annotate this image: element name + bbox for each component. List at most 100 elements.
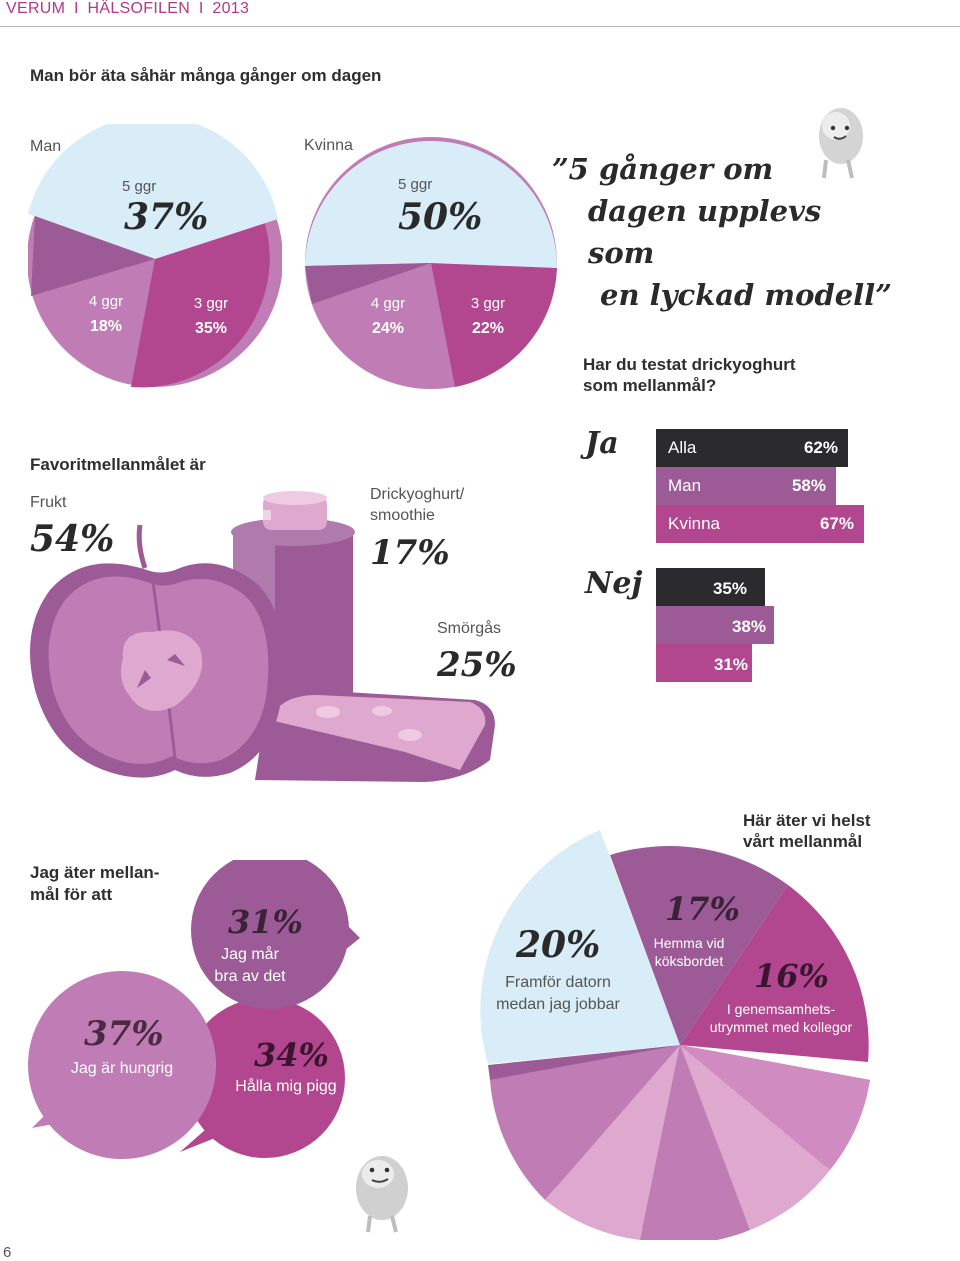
quote-line-2: dagen upplevs som bbox=[588, 194, 822, 270]
kvinna-5ggr-value: 50% bbox=[398, 196, 483, 238]
header-rule bbox=[0, 26, 960, 27]
kvinna-pie-chart bbox=[305, 137, 558, 389]
header-separator: I bbox=[74, 0, 79, 17]
quote-line-3: en lyckad modell” bbox=[600, 278, 892, 312]
kvinna-3ggr-value: 22% bbox=[471, 320, 505, 337]
bra-value: 31% bbox=[228, 903, 303, 941]
section5-title-line-1: Här äter vi helst bbox=[743, 811, 871, 830]
bubble-pigg bbox=[185, 998, 345, 1158]
apple-illustration bbox=[30, 524, 284, 778]
publisher: VERUM bbox=[6, 0, 66, 17]
kvinna-slice-3ggr bbox=[431, 263, 557, 387]
bra-label: Jag mår bra av det bbox=[200, 944, 300, 988]
page-header: VERUM I HÄLSOFILEN I 2013 bbox=[6, 0, 249, 18]
nej-bar-man-value: 38% bbox=[731, 617, 766, 636]
yoghurt-question-line-1: Har du testat drickyoghurt bbox=[583, 355, 796, 374]
datorn-value: 20% bbox=[516, 924, 601, 966]
kvinna-label: Kvinna bbox=[304, 137, 353, 154]
mascot-figure-top bbox=[819, 108, 863, 179]
publication-name: HÄLSOFILEN bbox=[87, 0, 191, 17]
location-pie-chart bbox=[480, 830, 870, 1240]
snack-illustration bbox=[30, 491, 495, 782]
drickyoghurt-value: 17% bbox=[370, 533, 450, 573]
pie-slice-other-2 bbox=[545, 1045, 680, 1240]
kvinna-3ggr-name: 3 ggr bbox=[470, 295, 506, 312]
datorn-label-line-1: Framför datorn bbox=[505, 974, 611, 991]
yoghurt-question: Har du testat drickyoghurt som mellanmål… bbox=[583, 354, 796, 396]
man-label: Man bbox=[30, 138, 62, 155]
pie-slice-genemsamhet bbox=[680, 885, 869, 1062]
header-separator: I bbox=[198, 0, 204, 17]
man-3ggr-value: 35% bbox=[194, 320, 228, 337]
nej-bar-alla: 35% bbox=[656, 568, 765, 606]
smorgas-label: Smörgås bbox=[437, 620, 502, 637]
bubble-bra bbox=[191, 860, 349, 1009]
man-5ggr-value: 37% bbox=[124, 196, 209, 238]
ja-label: Ja bbox=[585, 426, 619, 461]
pigg-label: Hålla mig pigg bbox=[235, 1078, 337, 1095]
pie-slice-other-3 bbox=[640, 1045, 750, 1240]
kvinna-5ggr-name: 5 ggr bbox=[398, 176, 433, 193]
nej-label: Nej bbox=[585, 566, 643, 601]
nej-bar-kvinna: 31% bbox=[656, 644, 752, 682]
quote-line-1: ”5 gånger om bbox=[552, 152, 774, 186]
man-5ggr-name: 5 ggr bbox=[122, 178, 157, 195]
nej-bar-kvinna-value: 31% bbox=[713, 655, 748, 674]
bra-label-line-2: bra av det bbox=[214, 968, 286, 985]
kvinna-4ggr-name: 4 ggr bbox=[370, 295, 406, 312]
man-pie-chart bbox=[28, 124, 282, 388]
genemsamhet-value: 16% bbox=[754, 957, 829, 995]
section5-title: Här äter vi helst vårt mellanmål bbox=[743, 810, 871, 852]
section4-title-line-2: mål för att bbox=[30, 885, 113, 904]
pie-slice-hemma bbox=[610, 845, 788, 1045]
nej-bar-alla-value: 35% bbox=[712, 579, 747, 598]
section4-title-line-1: Jag äter mellan- bbox=[30, 863, 160, 882]
pigg-value: 34% bbox=[254, 1036, 329, 1074]
kvinna-slice-shadow bbox=[305, 263, 431, 304]
datorn-label-line-2: medan jag jobbar bbox=[496, 996, 620, 1013]
man-slice-shadow bbox=[31, 216, 155, 296]
ja-bar-kvinna-name: Kvinna bbox=[668, 514, 720, 533]
ja-bar-kvinna-value: 67% bbox=[819, 514, 854, 533]
section1-title: Man bör äta såhär många gånger om dagen bbox=[30, 66, 382, 85]
drickyoghurt-label: Drickyoghurt/ smoothie bbox=[370, 484, 464, 526]
mascot-figure-bottom bbox=[356, 1156, 408, 1233]
frukt-value: 54% bbox=[30, 518, 115, 560]
ja-bar-man: Man 58% bbox=[656, 467, 836, 505]
quote: ”5 gånger om dagen upplevs som en lyckad… bbox=[552, 148, 892, 316]
genemsamhet-label: I genemsamhets- utrymmet med kollegor bbox=[706, 1000, 856, 1036]
datorn-label: Framför datorn medan jag jobbar bbox=[490, 972, 626, 1016]
man-4ggr-name: 4 ggr bbox=[88, 293, 124, 310]
bubbles-chart bbox=[28, 860, 360, 1159]
kvinna-4ggr-value: 24% bbox=[371, 320, 405, 337]
ja-bar-kvinna: Kvinna 67% bbox=[656, 505, 864, 543]
genemsamhet-label-line-1: I genemsamhets- bbox=[726, 1001, 836, 1017]
hemma-value: 17% bbox=[665, 890, 740, 928]
bra-label-line-1: Jag mår bbox=[221, 946, 279, 963]
man-slice-3ggr-lower bbox=[131, 259, 262, 388]
kvinna-slice-5ggr bbox=[305, 140, 558, 268]
nej-bar-man: 38% bbox=[656, 606, 774, 644]
publication-year: 2013 bbox=[212, 0, 250, 17]
man-slice-5ggr bbox=[28, 124, 278, 259]
ja-bar-alla-value: 62% bbox=[803, 438, 838, 457]
hungrig-label: Jag är hungrig bbox=[70, 1060, 174, 1077]
drickyoghurt-label-line-2: smoothie bbox=[370, 507, 435, 524]
man-3ggr-name: 3 ggr bbox=[193, 295, 229, 312]
hemma-label: Hemma vid köksbordet bbox=[646, 934, 732, 970]
sandwich-illustration bbox=[255, 690, 495, 782]
section2-title: Favoritmellanmålet är bbox=[30, 455, 206, 474]
hungrig-value: 37% bbox=[84, 1014, 164, 1054]
smorgas-value: 25% bbox=[437, 645, 517, 685]
section4-title: Jag äter mellan- mål för att bbox=[30, 862, 159, 906]
hemma-label-line-2: köksbordet bbox=[654, 953, 724, 969]
genemsamhet-label-line-2: utrymmet med kollegor bbox=[709, 1019, 853, 1035]
page-number: 6 bbox=[3, 1244, 12, 1261]
man-4ggr-value: 18% bbox=[89, 318, 123, 335]
ja-bar-alla: Alla 62% bbox=[656, 429, 848, 467]
pie-slice-other-4 bbox=[680, 1045, 830, 1230]
ja-bar-alla-name: Alla bbox=[668, 438, 697, 457]
pie-slice-framfor-datorn bbox=[480, 830, 680, 1064]
ja-bar-man-name: Man bbox=[668, 476, 702, 495]
pie-slice-other-5 bbox=[680, 1045, 870, 1170]
